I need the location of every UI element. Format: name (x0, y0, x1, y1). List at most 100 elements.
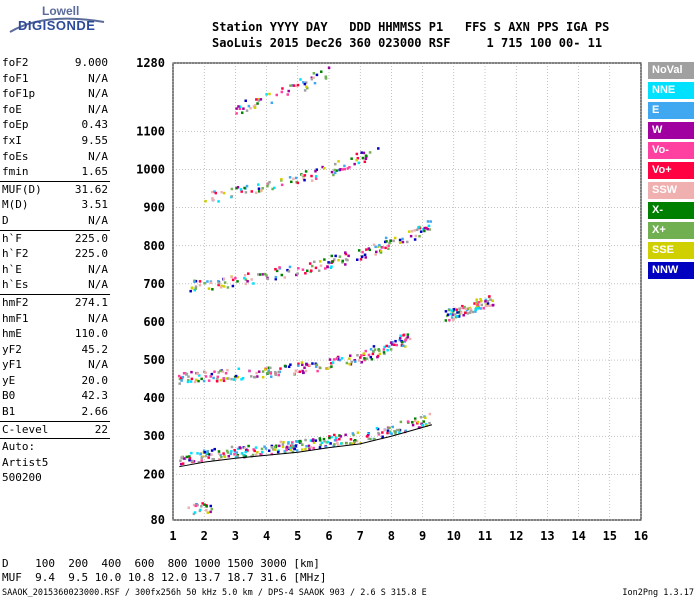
echo-point (353, 162, 356, 166)
echo-point (356, 431, 360, 434)
echo-point (301, 268, 305, 271)
echo-point (240, 190, 243, 193)
echo-point (347, 254, 350, 258)
echo-point (247, 444, 250, 448)
echo-point (295, 449, 299, 452)
echo-point (341, 259, 344, 263)
echo-point (459, 311, 463, 314)
param-value: 20.0 (81, 373, 109, 387)
echo-point (316, 369, 319, 373)
echo-point (413, 417, 417, 420)
echo-point (261, 187, 264, 190)
echo-point (381, 431, 384, 434)
echo-point (355, 258, 359, 261)
echo-point (476, 307, 480, 310)
echo-point (395, 428, 399, 432)
echo-point (339, 435, 343, 438)
echo-point (217, 283, 220, 287)
echo-point (188, 458, 191, 462)
echo-point (333, 433, 336, 437)
auto-version-text: 500200 (2, 471, 42, 485)
echo-point (257, 370, 261, 373)
echo-point (374, 253, 377, 256)
logo-product: DIGISONDE (18, 18, 96, 33)
echo-point (220, 284, 223, 288)
echo-point (191, 286, 194, 290)
echo-point (373, 438, 376, 441)
legend-item: NNW (648, 262, 694, 279)
x-tick-label: 9 (419, 529, 426, 543)
echo-point (363, 358, 366, 362)
echo-point (452, 308, 456, 311)
echo-point (198, 374, 201, 377)
logo-brand: Lowell (42, 4, 80, 18)
echo-point (236, 375, 240, 379)
echo-point (305, 363, 308, 366)
echo-point (357, 249, 361, 252)
echo-point (457, 315, 461, 318)
param-row: foF2 9.000 (0, 56, 116, 72)
echo-point (345, 442, 348, 445)
echo-point (332, 444, 336, 448)
x-tick-label: 4 (263, 529, 270, 543)
echo-point (243, 446, 247, 450)
echo-point (289, 84, 292, 87)
echo-point (419, 230, 423, 233)
echo-point (473, 302, 476, 305)
echo-point (197, 461, 201, 464)
echo-point (205, 505, 208, 508)
echo-point (336, 442, 339, 445)
echo-point (310, 174, 313, 178)
echo-point (371, 352, 375, 356)
echo-point (222, 452, 225, 455)
echo-point (270, 101, 274, 105)
echo-point (306, 269, 309, 273)
echo-point (330, 365, 333, 368)
echo-point (383, 428, 386, 432)
echo-point (303, 89, 307, 92)
echo-point (260, 450, 264, 454)
echo-point (392, 239, 395, 243)
echo-point (219, 286, 223, 289)
echo-point (475, 298, 478, 301)
echo-point (372, 345, 376, 348)
echo-point (330, 362, 333, 365)
echo-point (201, 455, 205, 458)
echo-point (321, 165, 324, 169)
echo-point (308, 262, 312, 265)
echo-point (343, 164, 346, 168)
echo-point (259, 98, 263, 101)
echo-point (341, 168, 344, 171)
echo-point (230, 187, 234, 191)
echo-point (178, 382, 181, 385)
echo-point (193, 280, 196, 284)
echo-point (217, 450, 221, 453)
echo-point (379, 250, 383, 253)
param-name: hmF1 (2, 311, 29, 325)
echo-point (194, 371, 198, 375)
echo-point (204, 454, 208, 458)
y-tick-label: 900 (143, 201, 165, 215)
echo-point (242, 107, 245, 110)
y-tick-label: 80 (151, 513, 165, 527)
echo-point (198, 280, 202, 283)
echo-point (203, 281, 206, 285)
echo-point (323, 440, 326, 443)
echo-point (451, 313, 454, 316)
echo-point (453, 313, 457, 316)
echo-point (429, 220, 432, 223)
echo-point (425, 424, 429, 427)
echo-point (310, 269, 313, 272)
echo-point (311, 439, 314, 443)
echo-point (235, 107, 238, 110)
param-name: D (2, 213, 9, 227)
echo-point (413, 238, 417, 241)
echo-point (304, 272, 307, 275)
echo-point (196, 452, 199, 455)
echo-point (486, 302, 490, 305)
header-line-1: Station YYYY DAY DDD HHMMSS P1 FFS S AXN… (212, 20, 610, 34)
echo-point (253, 375, 257, 379)
echo-point (426, 227, 429, 231)
echo-point (308, 446, 311, 450)
echo-point (217, 458, 221, 461)
